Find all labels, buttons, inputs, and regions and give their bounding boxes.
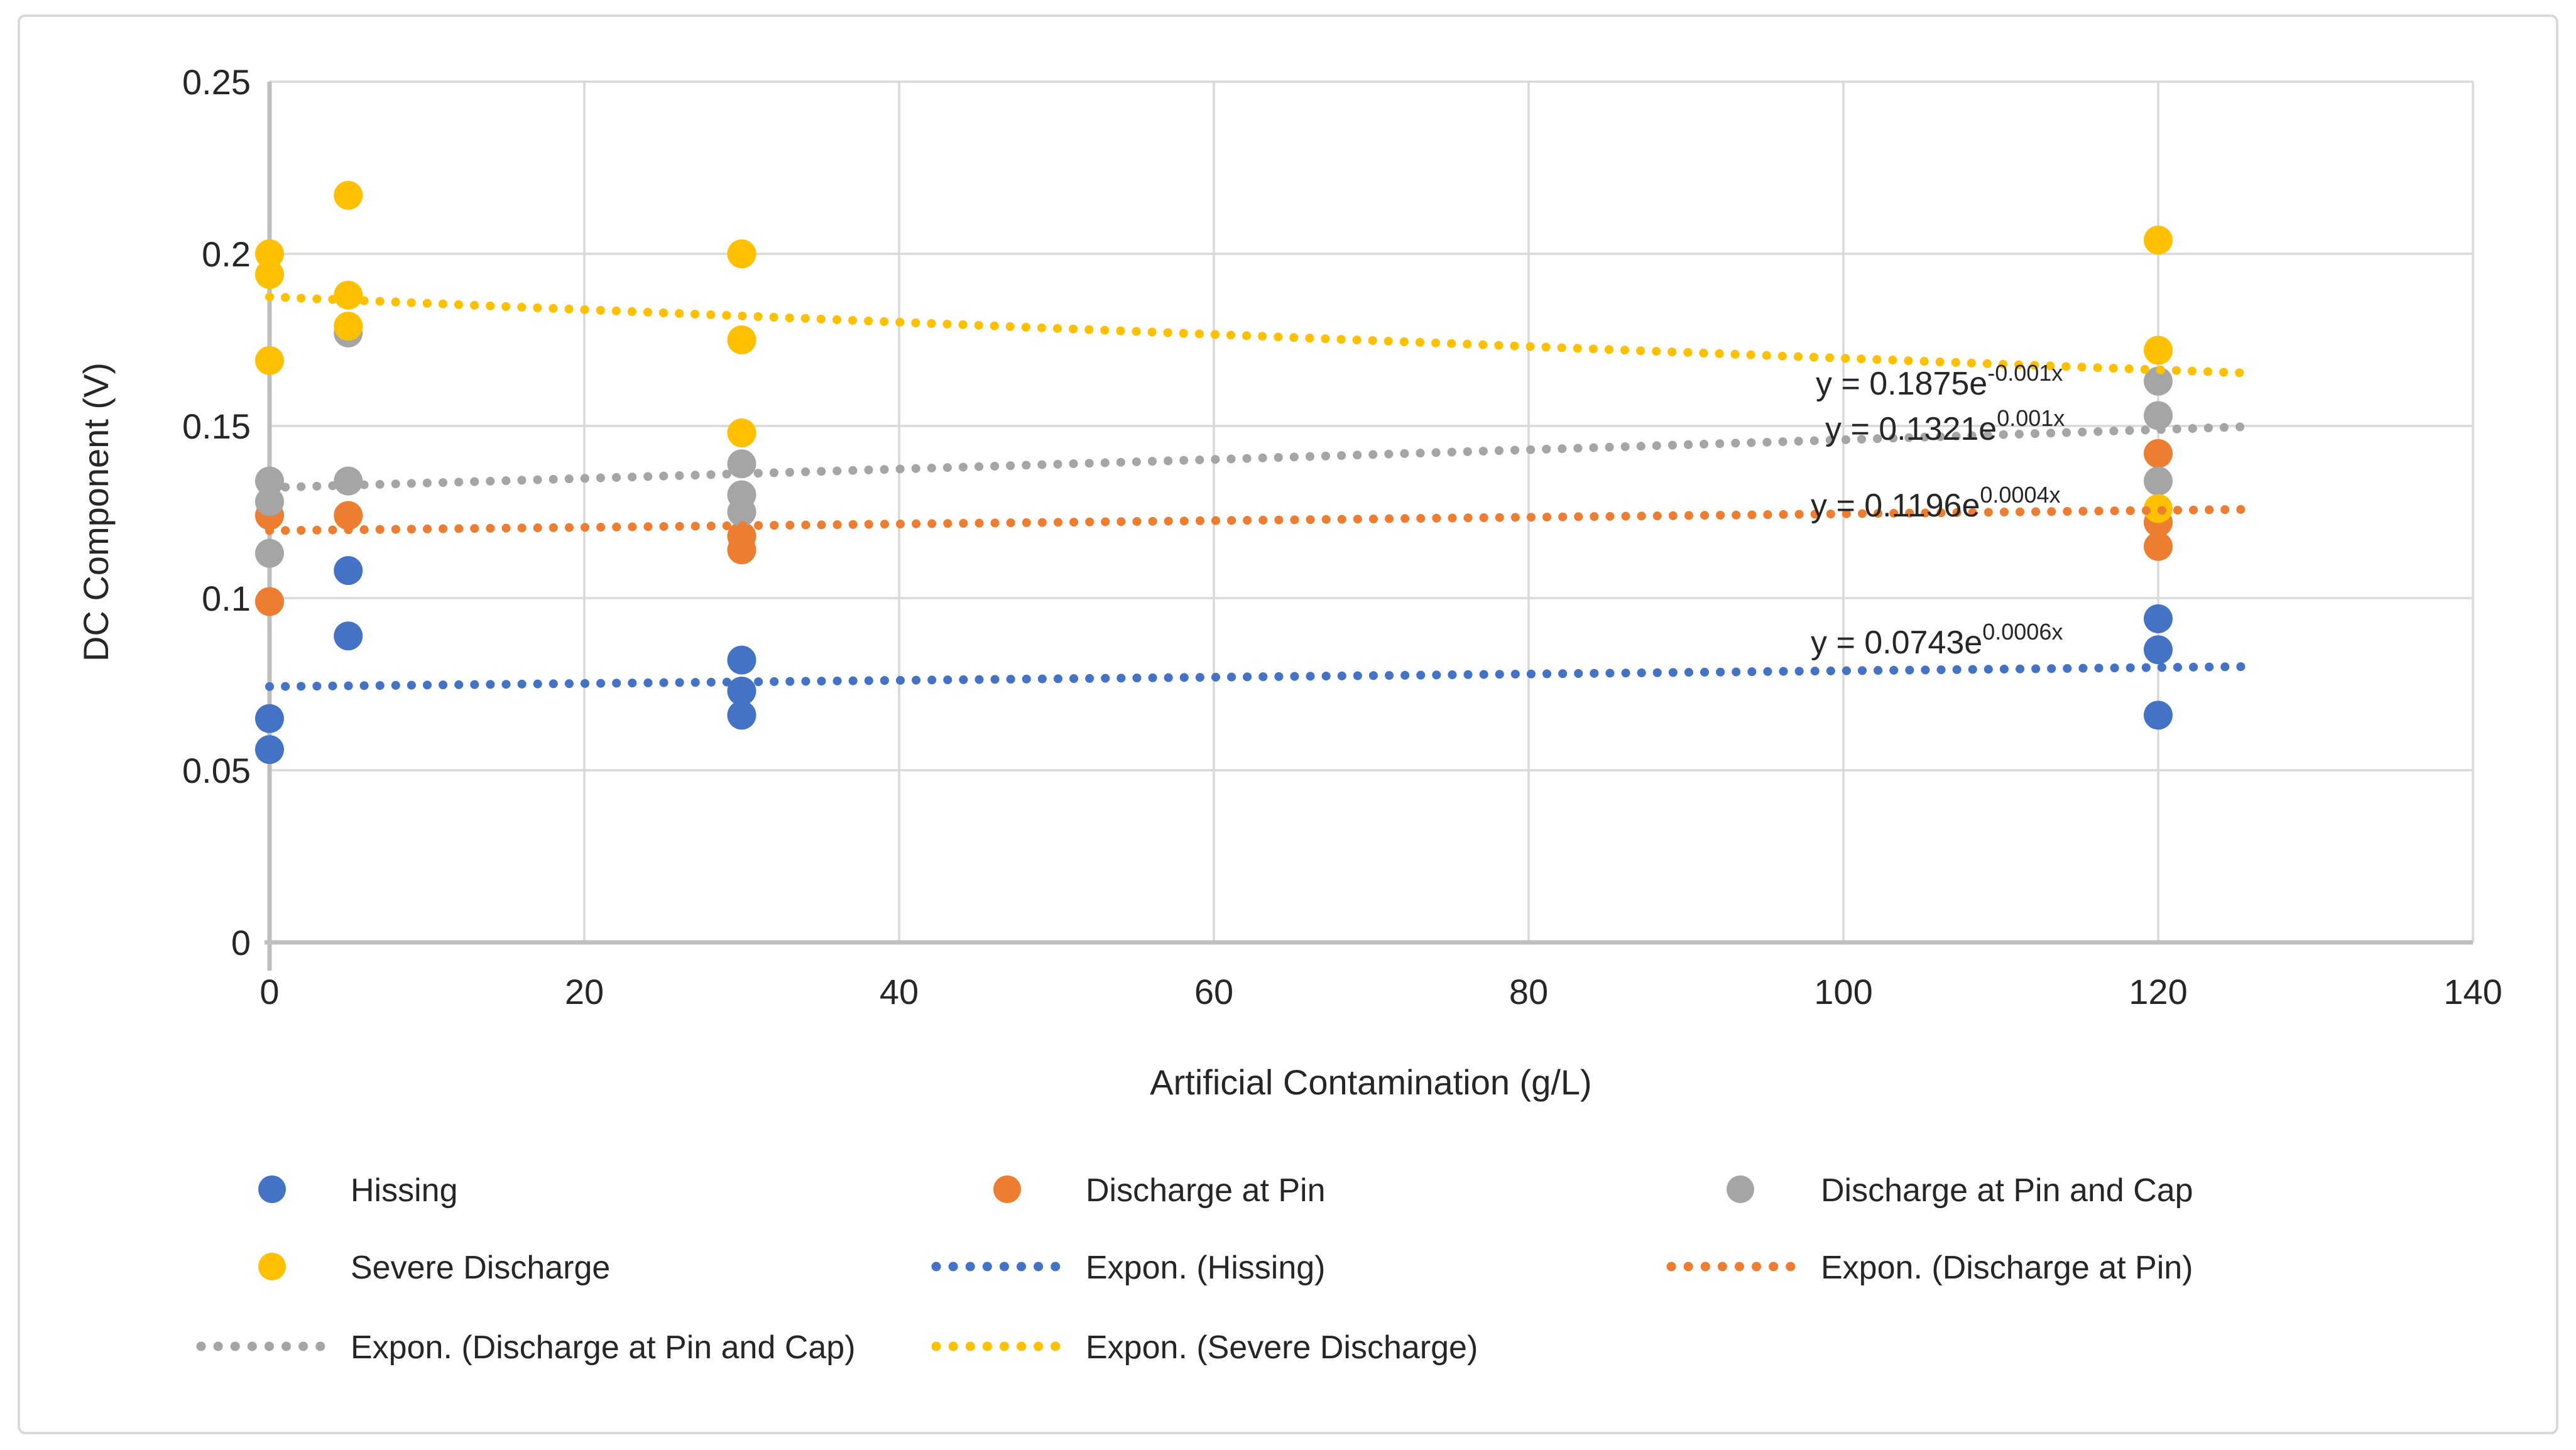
x-tick-label: 80	[1509, 972, 1548, 1011]
x-tick-label: 40	[880, 972, 919, 1011]
trendline[interactable]	[265, 504, 2257, 535]
legend-entry[interactable]: Severe Discharge	[258, 1250, 610, 1286]
data-point[interactable]	[334, 280, 363, 310]
data-point[interactable]	[2144, 531, 2173, 561]
data-point[interactable]	[2144, 700, 2173, 730]
legend-label: Discharge at Pin	[1086, 1172, 1326, 1209]
y-tick-label: 0.25	[182, 62, 251, 102]
legend-label: Severe Discharge	[351, 1250, 610, 1286]
y-tick-label: 0	[231, 923, 251, 962]
y-tick-label: 0.15	[182, 406, 251, 446]
data-point[interactable]	[255, 587, 284, 616]
x-tick-label: 120	[2129, 972, 2187, 1011]
legend-entry[interactable]: Discharge at Pin	[993, 1172, 1326, 1209]
data-point[interactable]	[255, 538, 284, 568]
data-point[interactable]	[255, 259, 284, 289]
y-tick-label: 0.2	[202, 234, 251, 274]
x-tick-label: 100	[1814, 972, 1872, 1011]
trendline-equation: y = 0.1875e-0.001x	[1816, 360, 2063, 402]
trendline-equation: y = 0.1196e0.0004x	[1811, 482, 2060, 524]
data-point[interactable]	[2144, 335, 2173, 365]
trendline[interactable]	[265, 292, 2257, 378]
data-point[interactable]	[2144, 401, 2173, 430]
trendline-equation: y = 0.1321e0.001x	[1825, 405, 2065, 447]
legend-label: Expon. (Discharge at Pin)	[1821, 1250, 2193, 1286]
data-point[interactable]	[2144, 439, 2173, 468]
data-point[interactable]	[255, 704, 284, 733]
data-point[interactable]	[334, 501, 363, 530]
data-point[interactable]	[334, 312, 363, 341]
data-point[interactable]	[255, 735, 284, 765]
legend-entry[interactable]: Discharge at Pin and Cap	[1727, 1172, 2193, 1209]
trendline[interactable]	[265, 422, 2257, 493]
legend-marker-icon	[993, 1175, 1021, 1203]
data-point[interactable]	[334, 180, 363, 210]
legend-entry[interactable]: Expon. (Discharge at Pin and Cap)	[196, 1329, 856, 1366]
data-point[interactable]	[255, 466, 284, 496]
data-point[interactable]	[255, 239, 284, 268]
page-border	[18, 14, 2558, 1434]
legend-entry[interactable]: Hissing	[258, 1172, 458, 1209]
data-point[interactable]	[727, 700, 756, 730]
legend-label: Expon. (Hissing)	[1086, 1250, 1325, 1286]
data-point[interactable]	[255, 487, 284, 516]
tick-labels: 0 0.05 0.1 0.15 0.2 0.25 0 20 40 60 80 100 120 140	[182, 62, 2502, 1011]
y-tick-label: 0.05	[182, 751, 251, 790]
data-point[interactable]	[2144, 604, 2173, 633]
trendline[interactable]	[265, 662, 2257, 691]
data-point[interactable]	[727, 325, 756, 354]
x-tick-label: 20	[565, 972, 604, 1011]
data-point[interactable]	[727, 645, 756, 675]
data-point[interactable]	[2144, 635, 2173, 665]
x-tick-label: 0	[259, 972, 279, 1011]
legend-entry[interactable]: Expon. (Hissing)	[931, 1250, 1325, 1286]
data-point[interactable]	[334, 621, 363, 651]
data-point[interactable]	[727, 498, 756, 526]
data-point[interactable]	[334, 556, 363, 586]
legend-label: Discharge at Pin and Cap	[1821, 1172, 2193, 1209]
y-tick-label: 0.1	[202, 579, 251, 618]
legend-label: Expon. (Discharge at Pin and Cap)	[351, 1329, 856, 1366]
x-axis-title: Artificial Contamination (g/L)	[1150, 1062, 1591, 1102]
legend-entry[interactable]: Expon. (Severe Discharge)	[931, 1329, 1478, 1366]
series-severe-discharge	[255, 180, 2173, 523]
legend-entry[interactable]: Expon. (Discharge at Pin)	[1666, 1250, 2193, 1286]
data-point[interactable]	[2144, 366, 2173, 396]
data-point[interactable]	[727, 676, 756, 706]
data-point[interactable]	[2144, 466, 2173, 496]
legend-marker-icon	[258, 1175, 286, 1203]
data-point[interactable]	[727, 239, 756, 268]
legend-marker-icon	[1727, 1175, 1754, 1203]
legend-label: Hissing	[351, 1172, 458, 1209]
gridlines	[270, 80, 2474, 942]
x-tick-label: 140	[2443, 972, 2502, 1011]
legend-marker-icon	[258, 1253, 286, 1280]
data-points	[255, 180, 2173, 765]
legend-label: Expon. (Severe Discharge)	[1086, 1329, 1478, 1366]
series-hissing	[255, 556, 2173, 765]
trendlines	[265, 292, 2257, 691]
data-point[interactable]	[727, 418, 756, 447]
data-point[interactable]	[255, 346, 284, 375]
data-point[interactable]	[727, 449, 756, 479]
trendline-equation: y = 0.0743e0.0006x	[1811, 619, 2063, 661]
x-tick-label: 60	[1194, 972, 1233, 1011]
y-axis-title: DC Component (V)	[76, 362, 116, 662]
data-point[interactable]	[2144, 226, 2173, 255]
legend: Hissing Discharge at Pin Discharge at Pin …	[196, 1172, 2193, 1366]
data-point[interactable]	[727, 535, 756, 565]
